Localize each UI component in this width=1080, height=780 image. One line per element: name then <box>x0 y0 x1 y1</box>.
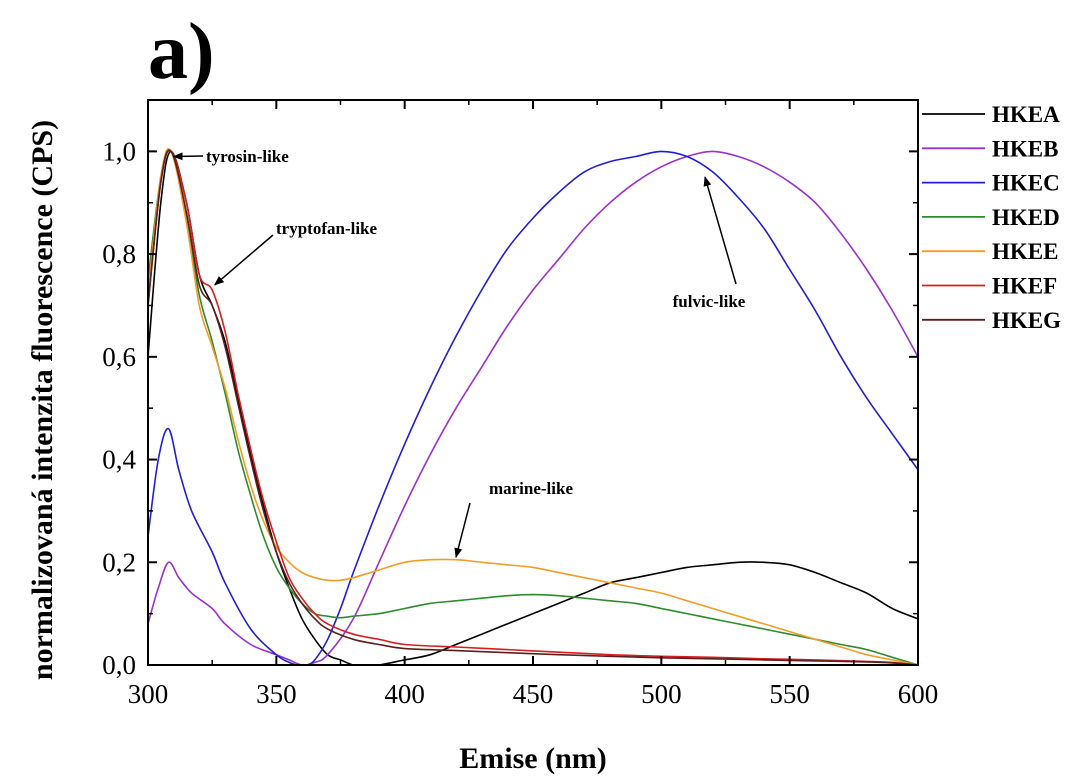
legend-label: HKEF <box>992 274 1057 299</box>
annotation-arrow <box>703 176 737 285</box>
annotation-label: tyrosin-like <box>206 147 289 166</box>
series-line-hkea <box>148 150 918 665</box>
plot-frame <box>147 99 919 666</box>
y-tick-label: 0,0 <box>102 650 136 680</box>
x-tick-label: 550 <box>769 679 810 709</box>
annotation: tyrosin-like <box>172 147 289 166</box>
annotation: fulvic-like <box>673 176 746 311</box>
legend-item: HKEF <box>922 274 1057 299</box>
annotation-label: tryptofan-like <box>276 219 378 238</box>
annotation-arrow <box>454 502 471 559</box>
y-tick-label: 1,0 <box>102 136 136 166</box>
y-tick-label: 0,2 <box>102 547 136 577</box>
series-line-hked <box>148 148 918 665</box>
x-tick-label: 350 <box>256 679 297 709</box>
legend-label: HKED <box>992 205 1060 230</box>
annotation-label: marine-like <box>489 479 573 498</box>
legend-item: HKEE <box>922 239 1058 264</box>
legend-label: HKEC <box>992 171 1060 196</box>
annotation: marine-like <box>454 479 573 559</box>
x-tick-label: 300 <box>128 679 169 709</box>
legend-label: HKEA <box>992 102 1060 127</box>
x-tick-label: 400 <box>384 679 425 709</box>
x-tick-label: 450 <box>513 679 554 709</box>
legend-label: HKEG <box>992 308 1061 333</box>
ticks-layer: 300 350 400 450 500 550 600 0,0 0,2 0,4 0,6 0,8 1,0 <box>102 99 939 709</box>
legend-item: HKEC <box>922 171 1060 196</box>
annotation-arrow <box>172 152 204 161</box>
x-axis-title: Emise (nm) <box>459 742 606 775</box>
y-tick-label: 0,4 <box>102 445 136 475</box>
y-tick-label: 0,6 <box>102 342 136 372</box>
panel-label: a) <box>148 8 215 96</box>
annotations-layer: tyrosin-like tryptofan-like fulvic-like mar… <box>172 147 746 559</box>
legend-item: HKEA <box>922 102 1060 127</box>
x-tick-label: 500 <box>641 679 682 709</box>
series-line-hkeb <box>148 150 918 665</box>
legend: HKEA HKEB HKEC HKED HKEE HKEF HKEG <box>922 102 1061 333</box>
annotation-label: fulvic-like <box>673 292 746 311</box>
y-axis-title: normalizovaná intenzita fluorescence (CP… <box>26 120 59 680</box>
legend-item: HKEB <box>922 136 1058 161</box>
annotation: tryptofan-like <box>213 219 378 286</box>
series-line-hkec <box>148 150 918 665</box>
legend-label: HKEB <box>992 136 1058 161</box>
series-line-hkef <box>148 149 918 665</box>
series-line-hkeg <box>148 149 918 665</box>
annotation-arrow <box>213 234 274 286</box>
x-tick-label: 600 <box>898 679 939 709</box>
series-line-hkee <box>148 147 918 665</box>
series-layer <box>148 147 918 665</box>
legend-item: HKEG <box>922 308 1061 333</box>
y-tick-label: 0,8 <box>102 239 136 269</box>
legend-item: HKED <box>922 205 1060 230</box>
legend-label: HKEE <box>992 239 1058 264</box>
